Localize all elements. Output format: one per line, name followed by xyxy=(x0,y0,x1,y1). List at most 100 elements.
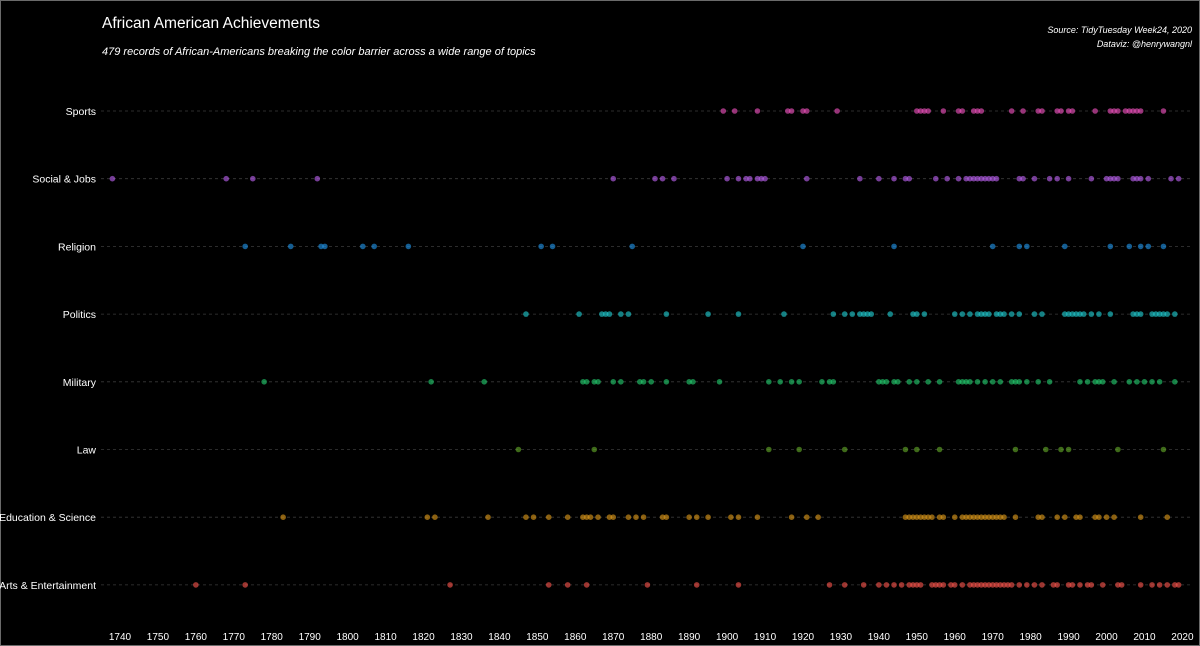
x-tick-label-1930: 1930 xyxy=(830,632,853,643)
point-arts-and-entertainment xyxy=(447,582,453,588)
y-tick-label-law: Law xyxy=(77,445,97,457)
point-military xyxy=(1035,379,1042,385)
point-religion xyxy=(800,243,806,250)
point-law xyxy=(1160,446,1167,453)
point-arts-and-entertainment xyxy=(242,582,248,588)
point-sports xyxy=(1137,108,1144,114)
chart-title: African American Achievements xyxy=(102,15,320,32)
point-politics xyxy=(921,311,928,317)
x-tick-label-1750: 1750 xyxy=(147,632,170,643)
point-politics xyxy=(576,311,582,317)
point-social-and-jobs xyxy=(659,175,666,182)
x-tick-label-1950: 1950 xyxy=(906,632,929,643)
point-education-and-science xyxy=(1001,514,1007,520)
point-education-and-science xyxy=(1077,514,1083,520)
x-tick-label-2000: 2000 xyxy=(1095,632,1118,643)
point-military xyxy=(595,379,601,385)
point-politics xyxy=(705,311,711,317)
point-military xyxy=(481,379,488,385)
point-social-and-jobs xyxy=(932,175,939,182)
point-military xyxy=(640,379,647,385)
point-religion xyxy=(629,243,636,250)
point-social-and-jobs xyxy=(1065,175,1072,182)
x-tick-label-1890: 1890 xyxy=(678,632,701,643)
point-law xyxy=(1115,446,1121,453)
point-military xyxy=(766,379,772,385)
point-religion xyxy=(549,243,556,250)
x-tick-label-1970: 1970 xyxy=(982,632,1005,643)
point-military xyxy=(618,379,624,385)
point-sports xyxy=(1160,108,1167,114)
point-education-and-science xyxy=(1164,514,1171,520)
point-arts-and-entertainment xyxy=(583,582,590,588)
point-sports xyxy=(731,108,738,114)
point-religion xyxy=(1145,243,1152,250)
x-tick-label-1980: 1980 xyxy=(1020,632,1043,643)
point-social-and-jobs xyxy=(223,175,230,182)
point-education-and-science xyxy=(951,514,958,520)
point-arts-and-entertainment xyxy=(1156,582,1163,588)
point-politics xyxy=(841,311,848,317)
point-education-and-science xyxy=(929,514,935,520)
point-military xyxy=(610,379,617,385)
chart-caption-credit: Dataviz: @henrywangnl xyxy=(1097,39,1193,49)
x-tick-label-2010: 2010 xyxy=(1133,632,1156,643)
point-education-and-science xyxy=(728,514,734,520)
point-arts-and-entertainment xyxy=(193,582,199,588)
point-education-and-science xyxy=(940,514,947,520)
point-education-and-science xyxy=(640,514,647,520)
point-religion xyxy=(1061,243,1068,250)
point-sports xyxy=(925,108,931,114)
point-arts-and-entertainment xyxy=(1069,582,1076,588)
y-tick-label-sports: Sports xyxy=(66,106,96,118)
point-military xyxy=(1024,379,1030,385)
point-education-and-science xyxy=(633,514,639,520)
x-tick-label-1960: 1960 xyxy=(944,632,967,643)
point-military xyxy=(925,379,931,385)
point-sports xyxy=(1008,108,1015,114)
point-religion xyxy=(891,243,897,250)
point-military xyxy=(663,379,670,385)
point-education-and-science xyxy=(788,514,795,520)
point-law xyxy=(936,446,943,453)
point-arts-and-entertainment xyxy=(826,582,833,588)
y-tick-label-politics: Politics xyxy=(63,309,96,321)
point-arts-and-entertainment xyxy=(1016,582,1023,588)
x-tick-label-1780: 1780 xyxy=(261,632,284,643)
point-arts-and-entertainment xyxy=(860,582,867,588)
point-military xyxy=(1141,379,1148,385)
point-arts-and-entertainment xyxy=(1039,582,1045,588)
point-sports xyxy=(754,108,761,114)
point-arts-and-entertainment xyxy=(644,582,651,588)
point-politics xyxy=(523,311,529,317)
point-politics xyxy=(625,311,632,317)
x-tick-label-1920: 1920 xyxy=(792,632,815,643)
point-law xyxy=(796,446,802,453)
point-education-and-science xyxy=(424,514,431,520)
point-law xyxy=(1065,446,1072,453)
point-arts-and-entertainment xyxy=(1164,582,1171,588)
point-religion xyxy=(538,243,544,250)
point-education-and-science xyxy=(545,514,552,520)
point-politics xyxy=(1096,311,1102,317)
point-politics xyxy=(1172,311,1178,317)
point-arts-and-entertainment xyxy=(693,582,700,588)
point-education-and-science xyxy=(1039,514,1045,520)
x-tick-label-1770: 1770 xyxy=(223,632,246,643)
point-religion xyxy=(405,243,412,250)
point-law xyxy=(902,446,909,453)
point-education-and-science xyxy=(803,514,810,520)
point-arts-and-entertainment xyxy=(735,582,742,588)
point-religion xyxy=(287,243,294,250)
point-military xyxy=(1126,379,1133,385)
point-sports xyxy=(978,108,985,114)
point-arts-and-entertainment xyxy=(876,582,882,588)
point-social-and-jobs xyxy=(1137,175,1144,182)
point-education-and-science xyxy=(610,514,617,520)
x-tick-label-1800: 1800 xyxy=(337,632,360,643)
y-tick-label-arts-and-entertainment: Arts & Entertainment xyxy=(0,580,96,592)
point-politics xyxy=(1080,311,1087,317)
point-military xyxy=(716,379,723,385)
